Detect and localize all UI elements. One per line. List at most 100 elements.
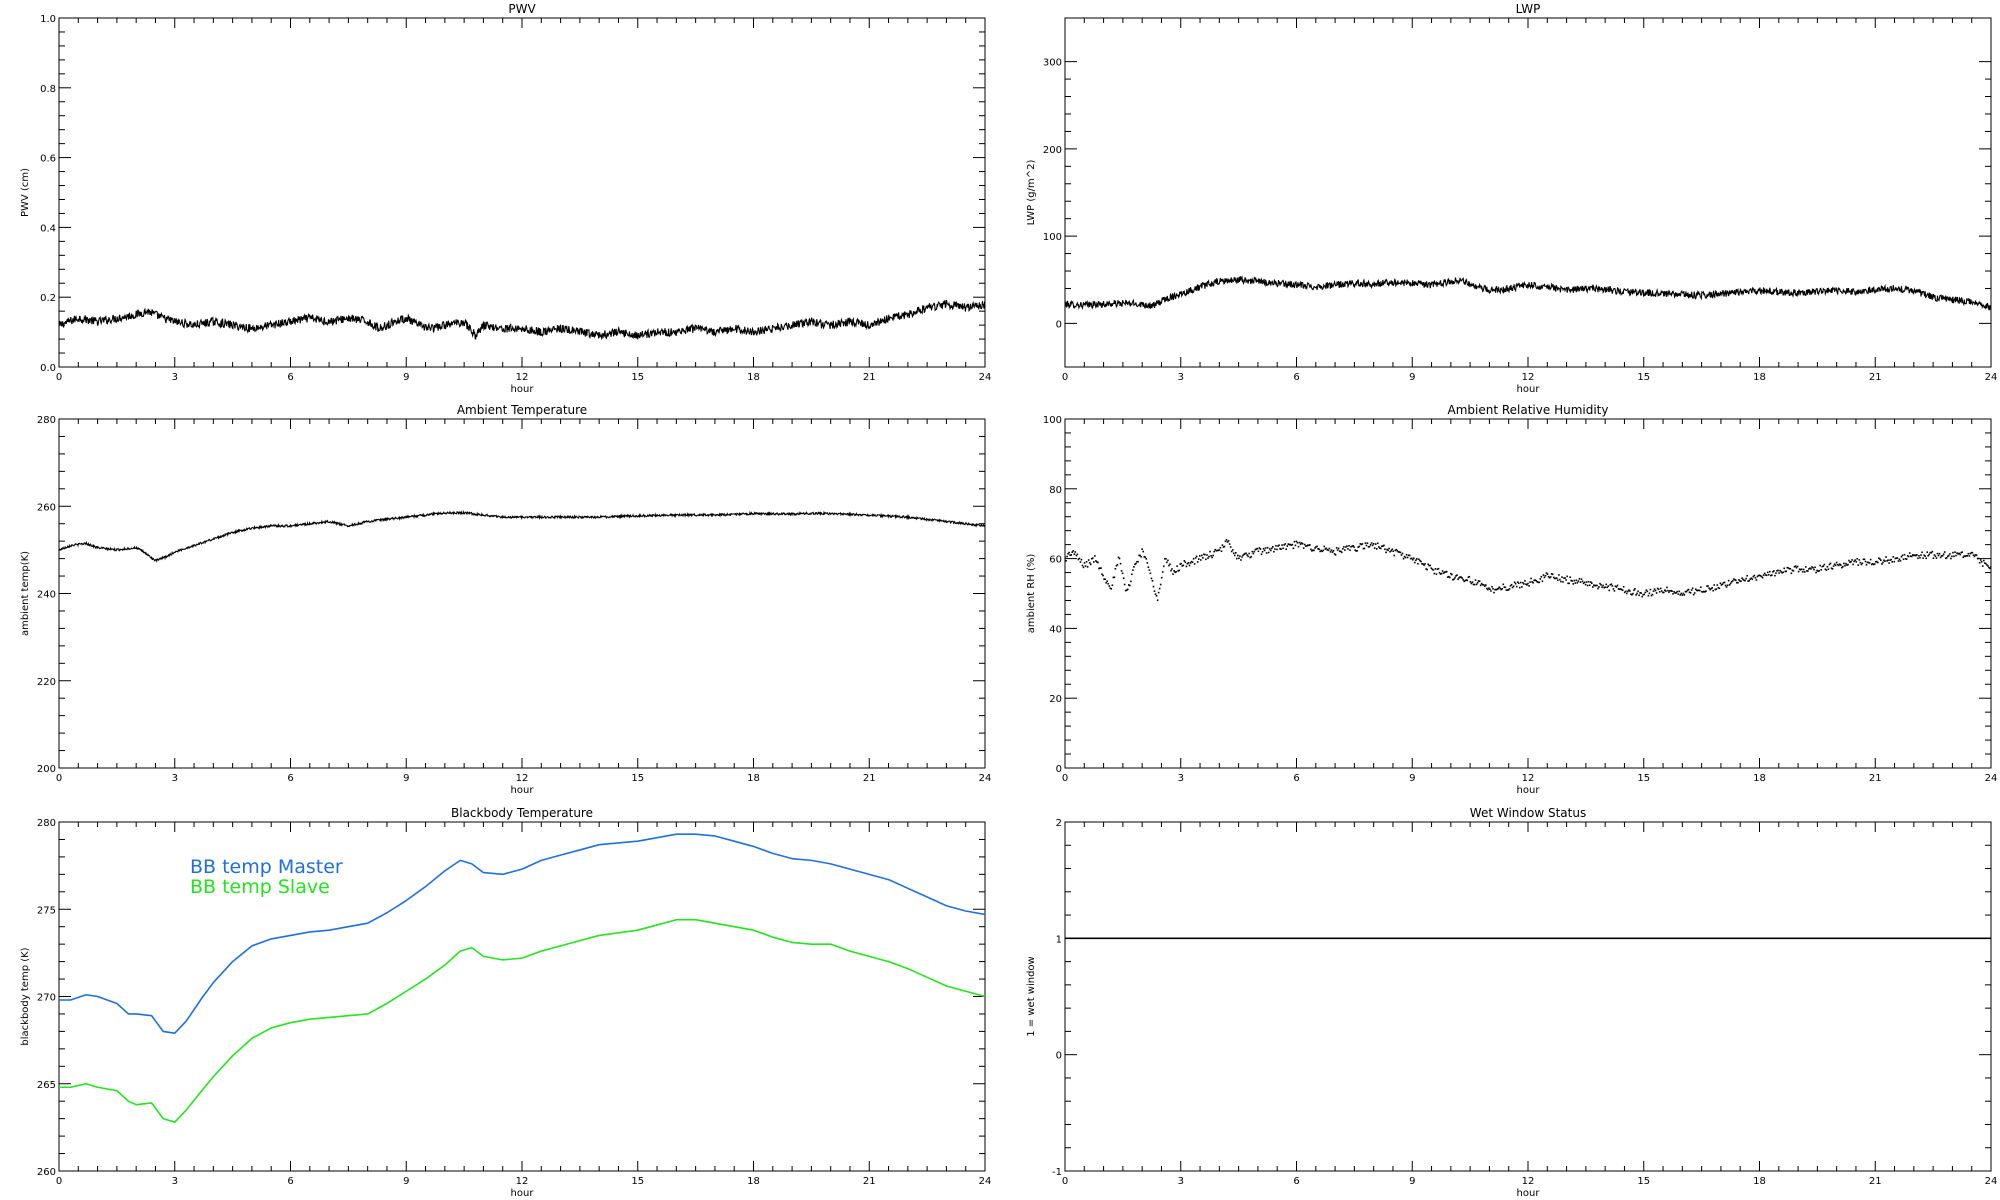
data-point [1317,547,1319,550]
data-point [1651,593,1654,596]
data-point [1316,545,1318,548]
data-point [1740,580,1742,583]
x-tick-label: 18 [747,372,760,383]
data-point [1252,552,1255,555]
data-point [1083,562,1086,564]
data-point [1831,568,1834,570]
data-point [1701,590,1703,593]
data-point [1530,577,1532,580]
data-point [1566,575,1568,578]
data-point [1594,584,1596,587]
data-point [1180,562,1183,565]
data-point [1588,584,1591,587]
x-tick-label: 24 [979,372,992,383]
data-point [1816,569,1818,572]
data-point [1767,573,1770,576]
y-tick-label: 100 [1043,415,1062,426]
data-point [1661,591,1664,594]
data-point [1814,566,1816,569]
data-point [1357,546,1360,549]
data-point [1397,551,1400,553]
data-point [1737,581,1739,584]
data-point [1082,566,1085,569]
data-point [1675,592,1677,594]
data-point [1526,584,1528,586]
data-point [1563,577,1565,579]
x-tick-label: 3 [1178,1176,1184,1187]
data-point [1690,589,1693,591]
data-point [1483,585,1486,587]
data-point [1088,561,1091,564]
data-point [1289,543,1292,546]
data-point [1420,560,1422,563]
data-point [1818,569,1820,572]
data-point [1890,558,1892,561]
data-point [1118,557,1121,560]
data-point [1492,588,1494,590]
data-point [1338,550,1341,553]
data-point [1147,566,1150,569]
data-point [1671,590,1673,592]
data-point [1291,543,1294,546]
data-point [1924,555,1926,557]
data-point [1613,590,1616,592]
data-point [1256,547,1259,550]
x-tick-label: 12 [1522,773,1535,784]
data-point [1106,580,1108,582]
data-point [1160,576,1163,579]
data-point [1615,586,1618,588]
data-point [1721,583,1724,586]
data-point [1393,554,1396,557]
data-point [1208,555,1210,558]
data-point [1792,570,1795,572]
data-point [1710,587,1712,590]
data-point [1990,565,1991,568]
data-point [1562,581,1564,583]
data-point [1921,551,1923,554]
data-point [1899,560,1902,562]
data-point [1281,544,1283,546]
data-point [1930,551,1933,554]
y-tick-label: 20 [1049,694,1062,705]
x-tick-label: 0 [1062,773,1068,784]
data-point [1704,591,1706,593]
data-point [1267,551,1270,554]
data-point [1514,582,1517,585]
data-point [1900,555,1903,558]
y-axis-label: PWV (cm) [20,168,31,217]
data-point [1231,549,1234,551]
data-point [1646,590,1649,593]
x-tick-label: 15 [631,372,644,383]
data-point [1716,584,1719,586]
data-point [1067,552,1069,555]
data-point [1172,573,1174,575]
data-point [1305,545,1308,547]
data-point [1508,587,1511,590]
data-point [1515,585,1518,588]
data-point [1989,567,1991,570]
data-point [1134,563,1136,566]
data-point [1795,566,1798,569]
x-axis-label: hour [511,1188,535,1199]
data-point [1975,554,1978,557]
data-point [1972,554,1975,556]
data-point [1523,583,1525,585]
x-tick-label: 21 [1869,773,1882,784]
data-point [1241,556,1243,558]
data-point [1366,542,1369,544]
data-point [1212,554,1214,557]
data-point [1468,575,1471,578]
data-point [1536,581,1539,583]
data-point [1839,564,1842,566]
data-point [1143,555,1146,558]
data-point [1896,557,1899,559]
data-point [1922,557,1924,559]
data-point [1418,558,1420,561]
data-point [1866,561,1869,564]
data-point [1096,561,1098,563]
data-point [1278,544,1280,546]
data-point [1353,546,1355,548]
data-point [1489,588,1491,590]
data-point [1465,579,1468,581]
data-point [1111,584,1114,587]
